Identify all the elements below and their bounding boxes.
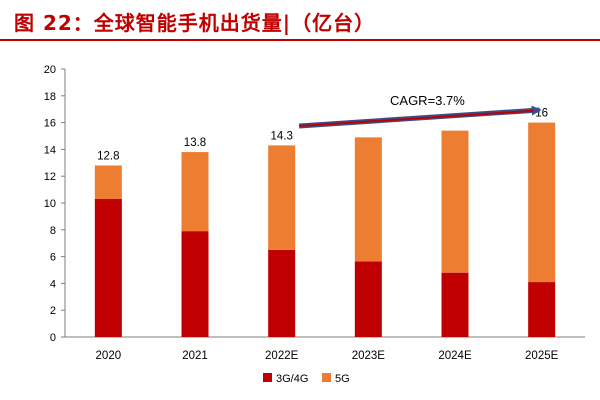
- bar-5g-2021: [181, 152, 209, 232]
- legend-label-1: 5G: [335, 373, 350, 385]
- legend-label-0: 3G/4G: [276, 373, 308, 385]
- title-bar: 图 22：全球智能手机出货量|（亿台）: [0, 0, 600, 41]
- bar-3g4g-2022E: [268, 249, 296, 337]
- bar-5g-2020: [94, 165, 122, 199]
- cagr-annotation: CAGR=3.7%: [390, 93, 465, 108]
- y-tick-label: 0: [50, 332, 56, 344]
- bar-3g4g-2024E: [441, 272, 469, 337]
- x-tick-label: 2024E: [438, 350, 472, 362]
- y-tick-label: 10: [44, 198, 56, 210]
- y-tick-label: 8: [50, 225, 56, 237]
- x-tick-label: 2020: [96, 350, 122, 362]
- total-label-2021: 13.8: [184, 137, 206, 149]
- title-divider: [0, 39, 600, 41]
- x-tick-label: 2021: [182, 350, 208, 362]
- bar-3g4g-2021: [181, 231, 209, 337]
- y-tick-label: 4: [50, 278, 56, 290]
- x-tick-label: 2025E: [525, 350, 559, 362]
- x-tick-label: 2023E: [352, 350, 386, 362]
- total-label-2022E: 14.3: [270, 130, 292, 142]
- legend-swatch-0: [263, 373, 272, 382]
- y-tick-label: 6: [50, 252, 56, 264]
- smartphone-shipments-chart: 0 2 4 6 8 10 12 14 16 18 20 12.8 2020 13.8 2021 14.3 202…: [44, 64, 585, 385]
- bar-3g4g-2020: [94, 198, 122, 337]
- figure-title: 图 22：全球智能手机出货量|（亿台）: [14, 11, 376, 35]
- bar-5g-2023E: [354, 137, 382, 262]
- total-label-2020: 12.8: [97, 150, 119, 162]
- y-tick-label: 12: [44, 171, 56, 183]
- y-tick-label: 16: [44, 118, 56, 130]
- y-tick-label: 2: [50, 305, 56, 317]
- cagr-arrow: [299, 109, 534, 127]
- bar-5g-2022E: [268, 145, 296, 250]
- legend-swatch-1: [322, 373, 331, 382]
- bar-5g-2024E: [441, 130, 469, 273]
- bar-3g4g-2023E: [354, 261, 382, 337]
- y-tick-label: 14: [44, 144, 56, 156]
- bar-3g4g-2025E: [528, 282, 556, 337]
- y-tick-label: 20: [44, 64, 56, 76]
- bar-5g-2025E: [528, 122, 556, 283]
- y-tick-label: 18: [44, 91, 56, 103]
- x-tick-label: 2022E: [265, 350, 299, 362]
